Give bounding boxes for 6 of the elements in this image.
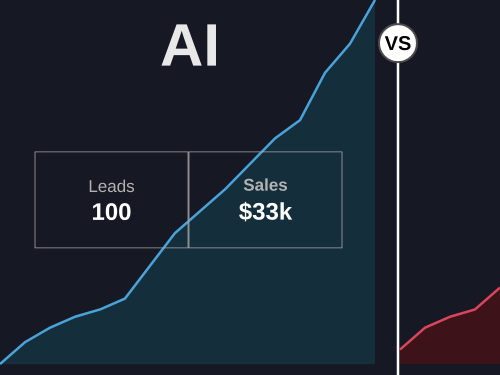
annotation: 100 [92,203,131,220]
chart-title: AI [161,24,216,66]
annotation: VS [384,36,411,50]
annotation: $33k [239,202,292,222]
annotation: Sales [244,178,288,191]
annotation: Leads [90,180,134,192]
